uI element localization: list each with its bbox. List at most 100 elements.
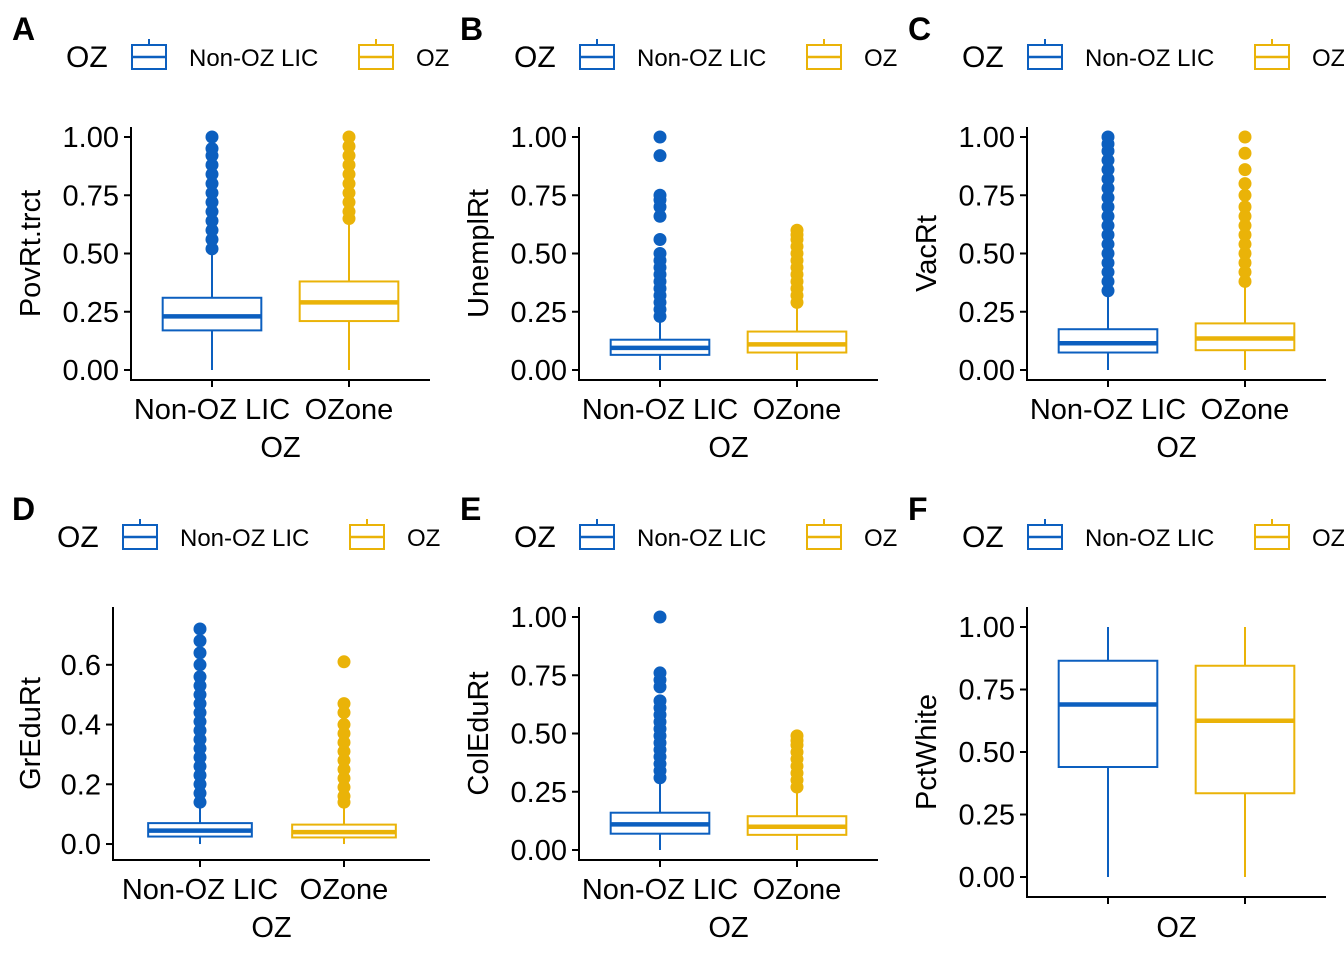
box-iqr xyxy=(161,296,263,332)
x-tick-label: Non-OZ LIC xyxy=(134,394,290,426)
y-tick-label: 0.00 xyxy=(511,835,567,867)
outlier-point xyxy=(342,167,356,181)
outlier-point xyxy=(205,214,219,228)
y-tick-label: 1.00 xyxy=(511,122,567,154)
y-tick-label: 0.75 xyxy=(511,180,567,212)
outlier-point xyxy=(653,247,667,260)
outlier-point xyxy=(193,706,207,720)
y-axis-label: UnemplRt xyxy=(463,189,495,318)
outlier-point xyxy=(1238,274,1252,288)
box-ozone xyxy=(746,223,848,370)
legend-key-ozone xyxy=(806,39,842,70)
outlier-point xyxy=(193,658,207,672)
y-tick-label: 0.6 xyxy=(61,650,101,682)
outlier-point xyxy=(337,780,351,794)
panel-label: E xyxy=(460,491,481,527)
outlier-point xyxy=(337,753,351,767)
legend: OZ Non-OZ LIC OZ xyxy=(514,39,897,72)
outlier-point xyxy=(1238,256,1252,270)
outlier-point xyxy=(1101,130,1115,144)
legend-label: OZ xyxy=(1312,525,1344,552)
outlier-point xyxy=(1238,200,1252,214)
outlier-point xyxy=(337,735,351,749)
outlier-point xyxy=(205,195,219,209)
legend-title: OZ xyxy=(514,521,556,554)
outlier-point xyxy=(193,768,207,782)
legend: OZ Non-OZ LIC OZ xyxy=(57,519,440,552)
outlier-point xyxy=(653,188,667,202)
outlier-point xyxy=(337,718,351,732)
y-tick-label: 0.50 xyxy=(511,239,567,271)
y-axis-label: VacRt xyxy=(911,215,943,292)
legend-label: Non-OZ LIC xyxy=(1085,45,1214,72)
outlier-point xyxy=(205,242,219,256)
box-ozone xyxy=(1194,627,1296,877)
panel-b: B OZ Non-OZ LIC OZ 0.00 0.25 0.50 0.75 1.00 Unemp… xyxy=(460,11,897,464)
legend-key-non-oz-lic xyxy=(131,39,167,70)
legend-label: OZ xyxy=(1312,45,1344,72)
x-tick-label: Non-OZ LIC xyxy=(122,874,278,906)
outlier-point xyxy=(1101,200,1115,214)
x-tick-label: Non-OZ LIC xyxy=(1030,394,1186,426)
x-tick-label: Non-OZ LIC xyxy=(582,874,738,906)
outlier-point xyxy=(193,715,207,729)
outlier-point xyxy=(193,777,207,791)
outlier-point xyxy=(1101,153,1115,167)
x-tick-label: OZone xyxy=(753,874,842,906)
outlier-point xyxy=(1238,188,1252,202)
outlier-point xyxy=(1238,247,1252,260)
legend-label: Non-OZ LIC xyxy=(637,45,766,72)
legend-label: Non-OZ LIC xyxy=(1085,525,1214,552)
panel-label: A xyxy=(12,11,35,47)
panel-label: D xyxy=(12,491,35,527)
panel-a: A OZ Non-OZ LIC OZ 0.00 0.25 0.50 0.75 1.00 PovRt… xyxy=(12,11,449,464)
legend-key-non-oz-lic xyxy=(122,519,158,550)
legend-title: OZ xyxy=(962,521,1004,554)
box-iqr xyxy=(746,330,848,354)
outlier-point xyxy=(653,149,667,163)
outlier-point xyxy=(1101,191,1115,205)
outlier-point xyxy=(342,149,356,163)
panel-label: F xyxy=(908,491,928,527)
y-tick-label: 1.00 xyxy=(63,122,119,154)
outlier-point xyxy=(790,223,804,237)
y-tick-label: 0.00 xyxy=(63,355,119,387)
y-tick-label: 0.25 xyxy=(511,777,567,809)
legend: OZ Non-OZ LIC OZ xyxy=(514,519,897,554)
outlier-point xyxy=(342,130,356,144)
y-tick-label: 0.4 xyxy=(61,710,101,742)
outlier-point xyxy=(205,158,219,172)
box-iqr xyxy=(1057,659,1159,768)
outlier-point xyxy=(1238,146,1252,160)
outlier-point xyxy=(193,795,207,809)
legend-key-non-oz-lic xyxy=(1027,519,1063,550)
x-axis-label: OZ xyxy=(251,912,291,944)
outlier-point xyxy=(342,205,356,219)
outlier-point xyxy=(1101,228,1115,242)
outlier-point xyxy=(1238,177,1252,191)
y-tick-label: 1.00 xyxy=(959,122,1015,154)
outlier-point xyxy=(1238,209,1252,223)
y-tick-label: 0.75 xyxy=(959,675,1015,707)
y-tick-label: 0.50 xyxy=(63,239,119,271)
outlier-point xyxy=(1101,274,1115,288)
outlier-point xyxy=(337,706,351,720)
outlier-point xyxy=(1101,265,1115,279)
legend-label: OZ xyxy=(407,525,440,552)
box-non-oz-lic xyxy=(609,610,711,850)
x-tick-label: OZone xyxy=(753,394,842,426)
outlier-point xyxy=(1101,181,1115,195)
x-tick-label: OZone xyxy=(1201,394,1290,426)
outlier-point xyxy=(337,727,351,740)
outlier-point xyxy=(653,694,667,708)
outlier-point xyxy=(193,697,207,711)
box-non-oz-lic xyxy=(147,622,253,845)
outlier-point xyxy=(1238,219,1252,233)
outlier-point xyxy=(1238,237,1252,251)
x-axis-label: OZ xyxy=(1156,912,1196,944)
outlier-point xyxy=(1238,130,1252,144)
legend-key-ozone xyxy=(349,519,385,550)
y-tick-label: 0.0 xyxy=(61,829,101,861)
legend-label: OZ xyxy=(864,525,897,552)
outlier-point xyxy=(193,750,207,764)
